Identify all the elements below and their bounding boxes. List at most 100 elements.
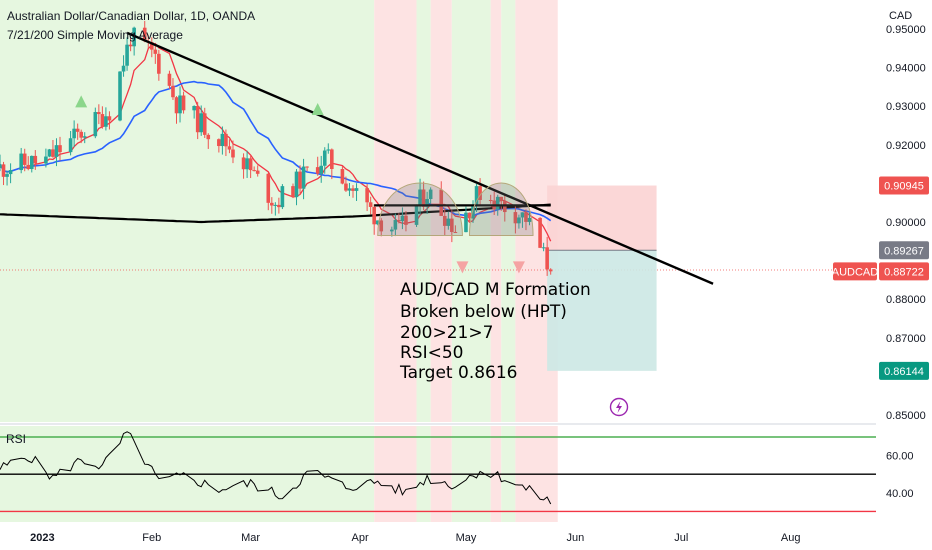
candle-body (58, 145, 62, 153)
candle-2023-02-27 (241, 153, 246, 179)
candle-2023-04-13 (400, 207, 405, 230)
signal-markers (75, 95, 525, 274)
candle-body (26, 164, 31, 170)
candle-2022-12-26 (19, 147, 23, 174)
candle-body (266, 173, 271, 203)
candle-body (118, 71, 122, 121)
alert-icon[interactable] (609, 397, 629, 417)
candle-2023-02-28 (245, 150, 249, 178)
price-tags: 0.90945 0.89267 0.88722 AUDCAD 0.86144 (832, 176, 929, 380)
rsi-tick-60.00: 60.00 (886, 451, 914, 463)
candle-2023-05-15 (513, 205, 518, 234)
time-tick-Jul: Jul (674, 532, 688, 544)
price-tag-value: 0.86144 (884, 366, 924, 378)
candle-2023-01-09 (68, 130, 73, 156)
left-top-arc (377, 182, 463, 237)
candle-body (442, 215, 447, 226)
candle-2023-03-21 (319, 155, 324, 183)
candle-2023-01-26 (128, 38, 133, 52)
candle-body (153, 49, 158, 54)
price-tag-stop: 0.90945 (879, 176, 929, 195)
candle-2023-04-11 (393, 213, 398, 237)
candle-2023-01-20 (107, 111, 112, 130)
candle-2023-01-11 (75, 123, 80, 140)
annotation-line-2: Broken below (HPT) (400, 302, 567, 322)
candle-body (97, 112, 101, 115)
candle-2023-05-25 (548, 268, 553, 275)
candle-2023-03-29 (347, 182, 352, 197)
candle-2023-04-03 (365, 183, 369, 212)
candle-body (280, 186, 285, 208)
candle-body (446, 218, 451, 226)
candle-body (68, 138, 73, 153)
candle-2022-12-21 (1, 161, 6, 186)
take-profit-box (547, 250, 657, 371)
candle-body (217, 139, 221, 147)
candle-2023-03-24 (330, 148, 334, 180)
candle-body (241, 157, 246, 170)
candle-body (474, 186, 479, 205)
candle-2023-03-22 (322, 147, 327, 174)
candle-body (513, 212, 518, 224)
candle-2023-05-24 (545, 236, 549, 276)
candle-2022-12-28 (26, 156, 31, 171)
candle-2023-04-12 (397, 213, 401, 224)
candle-body (19, 153, 23, 171)
candle-body (75, 128, 80, 132)
candle-2023-04-10 (390, 226, 394, 237)
price-tick-0.88000: 0.88000 (886, 294, 926, 306)
candle-2023-04-24 (439, 181, 444, 217)
candle-body (227, 146, 232, 150)
price-tag-target: 0.86144 (879, 361, 929, 380)
candle-body (330, 149, 334, 170)
candle-2023-03-14 (294, 169, 299, 206)
candle-body (202, 113, 207, 135)
candle-body (365, 188, 369, 203)
candle-2023-03-27 (340, 165, 345, 185)
candle-body (541, 247, 546, 249)
candle-body (368, 202, 373, 207)
price-tick-0.94000: 0.94000 (886, 63, 926, 75)
candle-body (0, 164, 2, 168)
moving-averages (0, 42, 552, 242)
candle-body (372, 206, 376, 225)
candle-2023-02-23 (227, 139, 232, 154)
candle-2023-03-23 (326, 143, 331, 154)
candle-body (291, 186, 295, 198)
candle-2023-01-23 (118, 71, 122, 122)
candle-2023-04-26 (446, 211, 451, 230)
candle-body (305, 166, 309, 168)
candle-2023-01-10 (72, 120, 76, 148)
candle-body (428, 189, 433, 200)
candle-2023-02-21 (220, 126, 225, 155)
candle-body (347, 188, 352, 191)
candle-body (167, 73, 172, 86)
candle-2023-04-05 (372, 204, 376, 235)
candle-2023-03-15 (298, 165, 302, 195)
price-tag-bg (879, 361, 929, 380)
price-tag-last: 0.88722 AUDCAD (832, 262, 929, 281)
candle-2023-04-25 (442, 207, 447, 236)
price-tag-entry: 0.89267 (879, 241, 929, 260)
candle-body (404, 215, 408, 225)
candle-body (319, 165, 324, 174)
candle-body (255, 170, 260, 174)
candle-body (79, 131, 83, 138)
candle-body (104, 116, 108, 127)
candle-2023-02-15 (199, 105, 204, 136)
candle-2023-02-03 (157, 49, 161, 81)
candle-2023-05-11 (499, 196, 504, 211)
rsi-tick-40.00: 40.00 (886, 488, 914, 500)
candle-2023-02-02 (153, 43, 158, 64)
candle-2023-03-30 (351, 185, 355, 198)
candle-2023-03-08 (273, 202, 278, 216)
time-tick-Aug: Aug (781, 532, 801, 544)
candle-2023-03-17 (305, 166, 309, 172)
candle-body (344, 183, 348, 191)
price-tag-bg (879, 262, 929, 281)
candle-body (125, 44, 129, 66)
candle-body (220, 133, 225, 147)
candle-body (8, 170, 13, 175)
candle-2023-01-30 (142, 20, 147, 43)
